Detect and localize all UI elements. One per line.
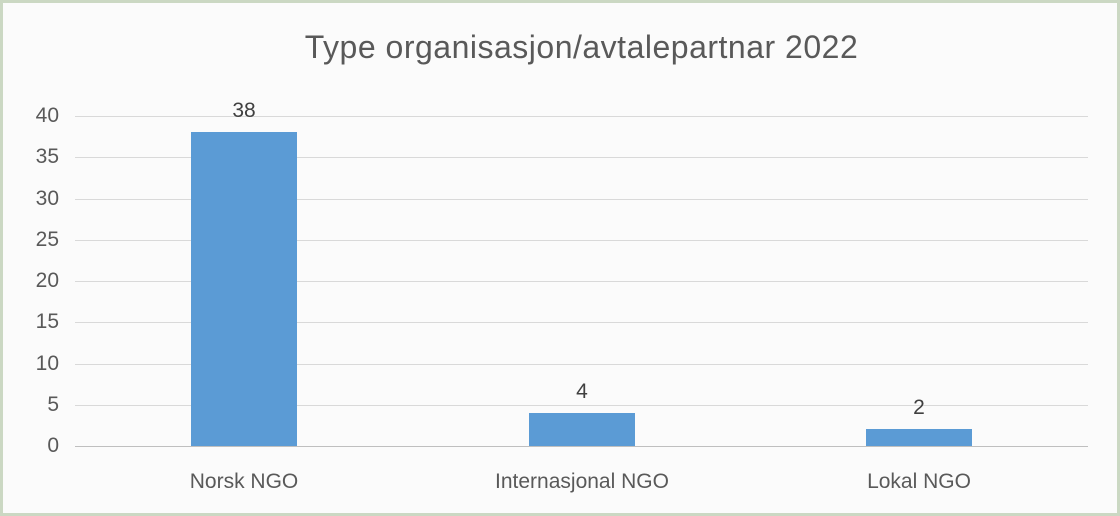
y-tick-label: 15 <box>35 310 59 333</box>
gridline <box>75 364 1088 365</box>
y-tick-label: 20 <box>35 269 59 292</box>
category-label-norsk-ngo: Norsk NGO <box>189 470 299 493</box>
data-label-lokal-ngo: 2 <box>913 396 925 419</box>
chart-title: Type organisasjon/avtalepartnar 2022 <box>304 29 859 65</box>
gridline <box>75 281 1088 282</box>
gridline <box>75 157 1088 158</box>
x-axis-line <box>75 446 1088 447</box>
y-tick-label: 10 <box>35 352 59 375</box>
category-label-internasjonal-ngo: Internasjonal NGO <box>495 470 669 493</box>
gridline <box>75 199 1088 200</box>
bar-lokal-ngo <box>866 429 972 446</box>
plot-area: 0 5 10 15 20 25 30 35 40 38 Norsk NGO 4 Internasjona… <box>3 3 1117 513</box>
gridline <box>75 405 1088 406</box>
category-label-lokal-ngo: Lokal NGO <box>867 470 971 493</box>
gridline <box>75 322 1088 323</box>
data-label-internasjonal-ngo: 4 <box>576 380 588 403</box>
y-tick-label: 30 <box>35 187 59 210</box>
y-tick-label: 35 <box>35 145 59 168</box>
y-tick-label: 5 <box>47 393 59 416</box>
bar-internasjonal-ngo <box>529 413 635 446</box>
bar-norsk-ngo <box>191 132 297 446</box>
gridline <box>75 116 1088 117</box>
data-label-norsk-ngo: 38 <box>232 99 256 122</box>
y-tick-label: 40 <box>35 104 59 127</box>
y-tick-label: 25 <box>35 228 59 251</box>
gridline <box>75 240 1088 241</box>
y-tick-label: 0 <box>47 434 59 457</box>
